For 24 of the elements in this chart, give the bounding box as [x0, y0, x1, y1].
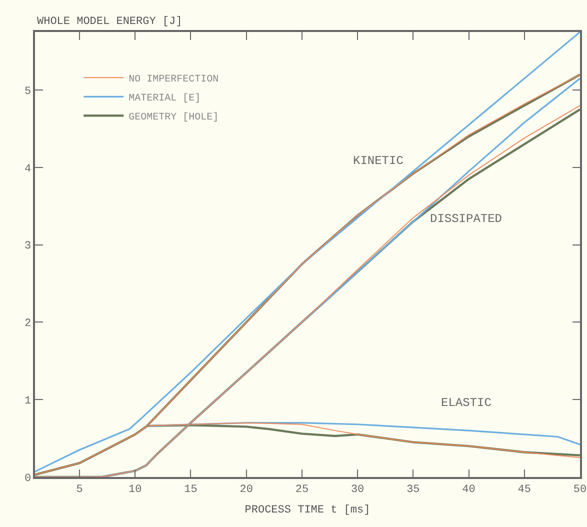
x-tick-label: 15	[184, 484, 198, 496]
y-tick-label: 4	[24, 163, 32, 176]
x-tick-label: 5	[76, 484, 83, 496]
y-tick-label: 2	[24, 318, 32, 330]
x-axis-title: PROCESS TIME t [ms]	[244, 504, 370, 517]
annotation: ELASTIC	[441, 396, 492, 410]
annotation: DISSIPATED	[430, 212, 502, 226]
y-axis-title: WHOLE MODEL ENERGY [J]	[37, 16, 182, 28]
annotation: KINETIC	[353, 154, 404, 168]
x-tick-label: 35	[406, 484, 420, 496]
x-tick-label: 20	[240, 484, 253, 496]
x-tick-label: 10	[128, 484, 142, 496]
x-tick-label: 45	[518, 484, 531, 496]
y-tick-label: 3	[24, 240, 32, 253]
y-tick-label: 5	[24, 86, 32, 98]
x-tick-label: 40	[462, 484, 476, 496]
x-tick-label: 25	[295, 484, 309, 496]
legend-label: NO IMPERFECTION	[128, 74, 219, 86]
x-tick-label: 50	[573, 484, 587, 496]
y-tick-label: 0	[24, 472, 32, 485]
x-tick-label: 30	[350, 484, 364, 496]
y-tick-label: 1	[24, 395, 32, 408]
legend-label: MATERIAL [E]	[128, 92, 201, 105]
legend-label: GEOMETRY [HOLE]	[128, 112, 219, 124]
